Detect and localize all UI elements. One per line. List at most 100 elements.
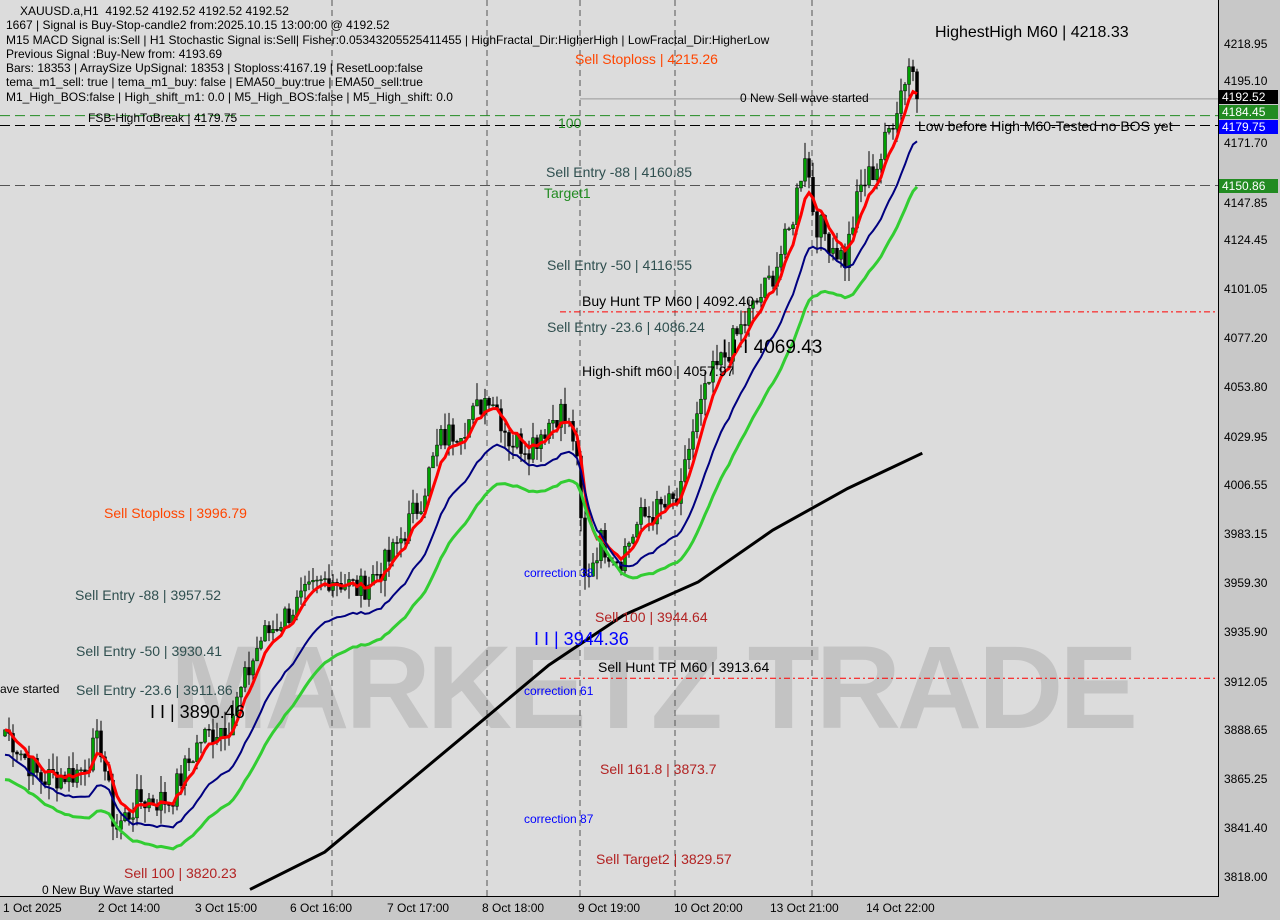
candle: [755, 300, 759, 303]
candle: [771, 275, 775, 287]
candle: [95, 730, 99, 739]
candle: [699, 398, 703, 414]
candle: [819, 215, 823, 238]
candle: [543, 434, 547, 439]
candle: [835, 247, 839, 260]
candle: [15, 751, 19, 755]
candle: [687, 448, 691, 460]
x-tick-label: 2 Oct 14:00: [98, 901, 161, 915]
candle: [127, 812, 131, 820]
chart-label: correction 61: [524, 684, 594, 698]
x-tick-label: 13 Oct 21:00: [770, 901, 839, 915]
candle: [11, 733, 15, 753]
info-line: Previous Signal :Buy-New from: 4193.69: [6, 46, 223, 61]
symbol-line: XAUUSD.a,H1 4192.52 4192.52 4192.52 4192…: [20, 4, 289, 18]
chart-label: Sell Entry -50 | 4116.55: [547, 257, 693, 273]
candle: [163, 791, 167, 805]
info-line: Bars: 18353 | ArraySize UpSignal: 18353 …: [6, 61, 423, 76]
candle: [647, 515, 651, 518]
y-tick-label: 4147.85: [1224, 196, 1268, 210]
candle: [251, 660, 255, 676]
candle: [283, 608, 287, 628]
candle: [707, 381, 711, 384]
candle: [779, 254, 783, 268]
chart-label: Sell Entry -88 | 3957.52: [75, 587, 222, 603]
chart-label: Sell Stoploss | 3996.79: [104, 505, 247, 521]
candle: [671, 493, 675, 499]
candle: [383, 549, 387, 581]
chart-label: Sell Entry -88 | 4160.85: [546, 164, 693, 180]
chart-label: Sell 100 | 3944.64: [595, 609, 708, 625]
candle: [399, 538, 403, 544]
candle: [711, 360, 715, 383]
y-tick-label: 3935.90: [1224, 625, 1268, 640]
candle: [643, 507, 647, 517]
candle: [695, 413, 699, 432]
candle: [175, 773, 179, 807]
candle: [471, 405, 475, 420]
y-tick-label: 4195.10: [1224, 74, 1268, 88]
chart-area[interactable]: [0, 0, 1219, 897]
candle: [211, 729, 215, 743]
candle: [203, 728, 207, 743]
y-tick-label: 4101.05: [1224, 281, 1268, 296]
candle: [47, 769, 51, 785]
candle: [319, 579, 323, 581]
candle: [403, 538, 407, 542]
candle: [787, 228, 791, 230]
chart-label: Sell Entry -23.6 | 3911.86: [76, 682, 233, 698]
chart-label: Buy Hunt TP M60 | 4092.40: [582, 293, 755, 309]
ema-fast-line: [4, 89, 918, 815]
candle: [867, 166, 871, 186]
candle: [207, 728, 211, 731]
candle: [847, 233, 851, 268]
y-tick-label: 4124.45: [1224, 233, 1268, 248]
x-tick-label: 14 Oct 22:00: [866, 901, 935, 915]
candle: [311, 580, 315, 583]
chart-label: correction 38: [524, 566, 594, 580]
chart-label: Sell Entry -50 | 3930.41: [76, 643, 223, 659]
candle: [55, 771, 59, 789]
candle: [387, 549, 391, 562]
price-tag: 4192.52: [1219, 90, 1278, 104]
candle: [899, 90, 903, 114]
price-chart: [0, 0, 1218, 896]
candle: [767, 275, 771, 279]
candle: [455, 441, 459, 443]
candle: [907, 66, 911, 85]
candle: [139, 789, 143, 802]
candle: [659, 498, 663, 505]
candle: [439, 429, 443, 446]
candle: [487, 398, 491, 406]
candle: [191, 761, 195, 764]
candle: [279, 627, 283, 631]
x-tick-label: 7 Oct 17:00: [387, 901, 450, 915]
chart-label: FSB-HighToBreak | 4179.75: [88, 111, 238, 125]
candle: [691, 431, 695, 450]
candle: [79, 769, 83, 772]
candle: [859, 184, 863, 192]
x-tick-label: 3 Oct 15:00: [195, 901, 258, 915]
candle: [299, 590, 303, 598]
candle: [443, 429, 447, 446]
info-panel: XAUUSD.a,H1 4192.52 4192.52 4192.52 4192…: [6, 4, 769, 104]
candle: [223, 727, 227, 737]
candle: [879, 159, 883, 170]
candle: [367, 584, 371, 600]
candle: [635, 524, 639, 538]
candle: [895, 113, 899, 130]
candle: [43, 781, 47, 785]
candle: [479, 399, 483, 415]
candle: [527, 453, 531, 460]
candle: [427, 467, 431, 497]
candle: [431, 455, 435, 469]
candle: [131, 817, 135, 820]
chart-label: 0 New Sell wave started: [740, 91, 869, 105]
candle: [839, 250, 843, 260]
chart-label: I I | 3890.46: [150, 702, 245, 722]
candle: [751, 300, 755, 309]
chart-label: Target1: [544, 185, 591, 201]
x-tick-label: 6 Oct 16:00: [290, 901, 353, 915]
candle: [303, 583, 307, 592]
candle: [747, 308, 751, 326]
